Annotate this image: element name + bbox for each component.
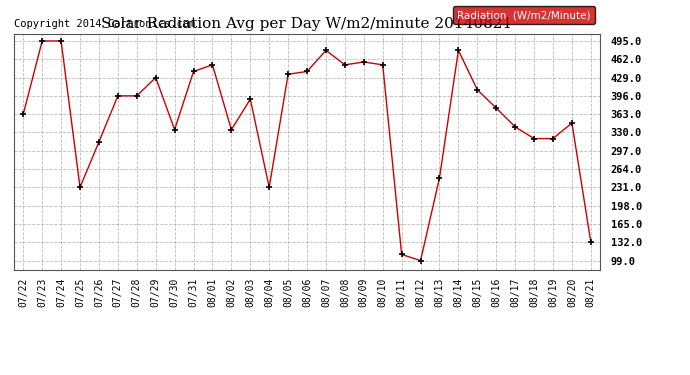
Title: Solar Radiation Avg per Day W/m2/minute 20140821: Solar Radiation Avg per Day W/m2/minute … [101, 17, 513, 31]
Legend: Radiation  (W/m2/Minute): Radiation (W/m2/Minute) [453, 6, 595, 24]
Text: Copyright 2014 Cartronics.com: Copyright 2014 Cartronics.com [14, 19, 195, 29]
